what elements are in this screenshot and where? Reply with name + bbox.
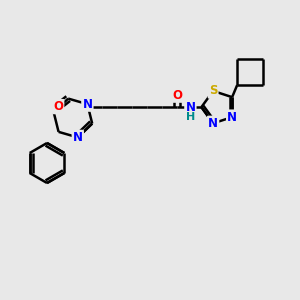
Text: H: H — [186, 112, 195, 122]
Text: O: O — [53, 100, 63, 113]
Text: N: N — [73, 131, 83, 144]
Text: N: N — [185, 100, 195, 114]
Text: N: N — [208, 117, 218, 130]
Text: S: S — [209, 85, 218, 98]
Text: N: N — [82, 98, 92, 111]
Text: O: O — [172, 88, 182, 102]
Text: N: N — [227, 111, 237, 124]
